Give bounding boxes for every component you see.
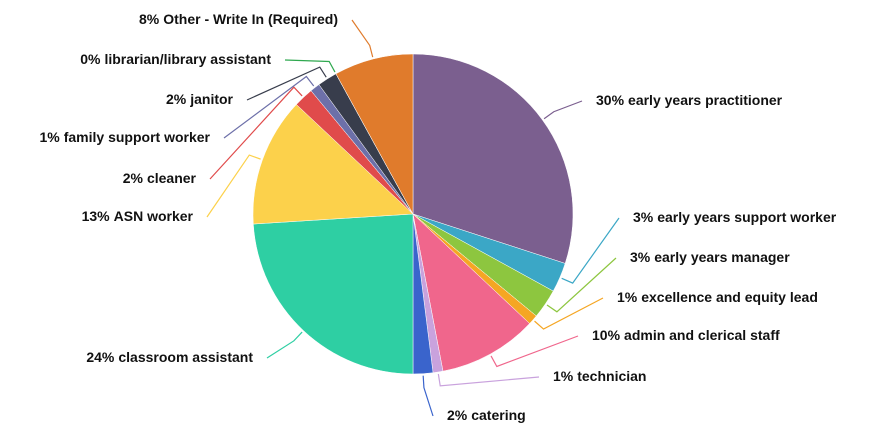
slice-category-label: cleaner xyxy=(147,170,197,186)
slice-value-label: 3% xyxy=(630,249,651,265)
pie-slice xyxy=(412,53,574,264)
slice-value-label: 13% xyxy=(82,208,111,224)
leader-line xyxy=(437,373,540,387)
slice-label: 3% early years manager xyxy=(630,249,790,265)
slice-category-label: early years support worker xyxy=(657,209,837,225)
slice-category-label: Other - Write In (Required) xyxy=(163,11,338,27)
slice-value-label: 8% xyxy=(139,11,160,27)
leader-line xyxy=(223,75,315,139)
slice-category-label: ASN worker xyxy=(114,208,194,224)
leader-line xyxy=(209,86,303,180)
slice-category-label: excellence and equity lead xyxy=(641,289,818,305)
slice-label: 2% janitor xyxy=(166,91,234,107)
pie-slice xyxy=(412,213,530,372)
slice-value-label: 3% xyxy=(633,209,654,225)
slice-label: 24% classroom assistant xyxy=(86,349,253,365)
leader-line xyxy=(266,331,303,359)
slice-label: 8% Other - Write In (Required) xyxy=(139,11,338,27)
slice-value-label: 30% xyxy=(596,92,625,108)
slice-label: 2% catering xyxy=(447,407,526,423)
leader-line xyxy=(561,217,620,284)
slice-label: 1% technician xyxy=(553,368,646,384)
slice-value-label: 2% xyxy=(123,170,144,186)
pie-slice xyxy=(335,53,414,215)
slice-category-label: classroom assistant xyxy=(118,349,253,365)
slice-value-label: 2% xyxy=(447,407,468,423)
slice-value-label: 10% xyxy=(592,327,621,343)
slice-value-label: 0% xyxy=(80,51,101,67)
slice-label: 1% excellence and equity lead xyxy=(617,289,818,305)
slice-category-label: librarian/library assistant xyxy=(104,51,271,67)
slice-value-label: 24% xyxy=(86,349,115,365)
leader-line xyxy=(534,297,604,330)
slice-label: 0% librarian/library assistant xyxy=(80,51,271,67)
slice-label: 1% family support worker xyxy=(40,129,211,145)
slice-value-label: 2% xyxy=(166,91,187,107)
pie-slice xyxy=(253,213,414,375)
leader-line xyxy=(206,154,261,218)
leader-line xyxy=(546,257,617,313)
pie-slice xyxy=(252,104,414,225)
slice-category-label: janitor xyxy=(189,91,233,107)
slice-value-label: 1% xyxy=(40,129,61,145)
slice-category-label: technician xyxy=(577,368,646,384)
leader-line xyxy=(490,335,579,368)
slice-value-label: 1% xyxy=(617,289,638,305)
slice-label: 10% admin and clerical staff xyxy=(592,327,780,343)
leader-line xyxy=(246,66,327,101)
slice-category-label: family support worker xyxy=(64,129,211,145)
leader-line xyxy=(284,59,336,73)
slice-label: 3% early years support worker xyxy=(633,209,837,225)
slice-label: 13% ASN worker xyxy=(82,208,194,224)
slice-value-label: 1% xyxy=(553,368,574,384)
slice-category-label: catering xyxy=(471,407,525,423)
slice-category-label: admin and clerical staff xyxy=(624,327,780,343)
slice-label: 30% early years practitioner xyxy=(596,92,783,108)
leader-line xyxy=(422,375,434,417)
slice-category-label: early years practitioner xyxy=(628,92,783,108)
leader-line xyxy=(543,100,583,120)
leader-line xyxy=(351,19,374,58)
slice-category-label: early years manager xyxy=(654,249,790,265)
slice-label: 2% cleaner xyxy=(123,170,197,186)
